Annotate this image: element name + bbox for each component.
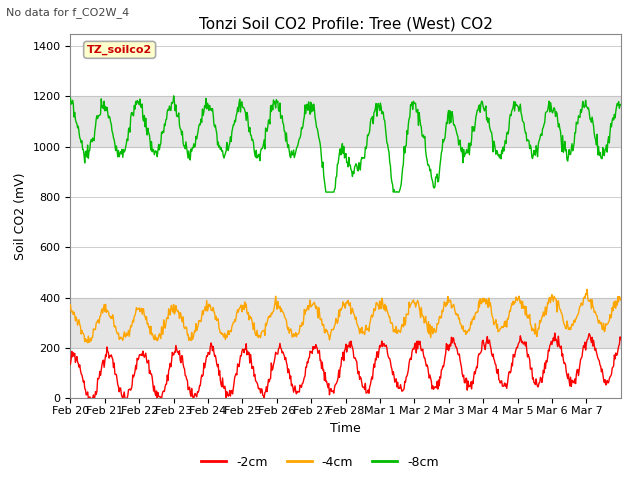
Title: Tonzi Soil CO2 Profile: Tree (West) CO2: Tonzi Soil CO2 Profile: Tree (West) CO2	[198, 16, 493, 31]
Text: No data for f_CO2W_4: No data for f_CO2W_4	[6, 7, 130, 18]
Bar	[70, 96, 621, 147]
Bar	[70, 298, 621, 348]
Legend: -2cm, -4cm, -8cm: -2cm, -4cm, -8cm	[196, 451, 444, 474]
Y-axis label: Soil CO2 (mV): Soil CO2 (mV)	[14, 172, 27, 260]
Text: TZ_soilco2: TZ_soilco2	[87, 45, 152, 55]
X-axis label: Time: Time	[330, 421, 361, 434]
